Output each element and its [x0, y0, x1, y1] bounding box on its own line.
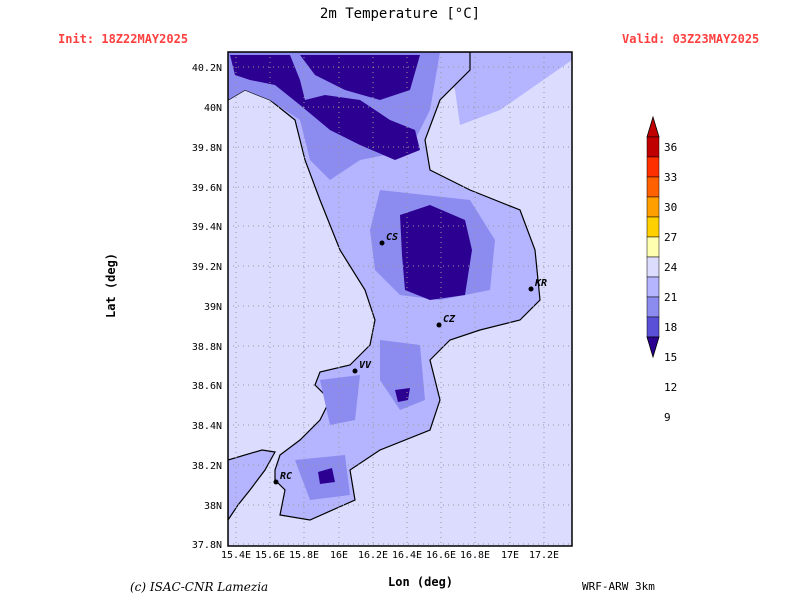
lon-tick: 17E: [501, 550, 519, 561]
city-label-vv: VV: [359, 360, 372, 371]
credit-text: (c) ISAC-CNR Lamezia: [130, 580, 269, 594]
lat-tick: 39.2N: [192, 262, 222, 273]
colorbar-label: 30: [664, 201, 677, 214]
city-label-rc: RC: [280, 471, 292, 482]
lon-tick: 17.2E: [529, 550, 559, 561]
lon-tick: 16.2E: [358, 550, 388, 561]
colorbar-top-arrow: [646, 115, 660, 138]
colorbar-swatch: [646, 136, 660, 158]
lat-tick: 38.2N: [192, 461, 222, 472]
colorbar-label: 27: [664, 231, 677, 244]
lat-tick: 38.8N: [192, 342, 222, 353]
colorbar-swatch: [646, 216, 660, 238]
colorbar-swatch: [646, 296, 660, 318]
lon-tick: 15.6E: [255, 550, 285, 561]
lon-tick: 16.4E: [392, 550, 422, 561]
city-markers: CS KR CZ VV RC: [273, 232, 547, 485]
lat-tick: 40N: [204, 103, 222, 114]
colorbar-swatch: [646, 256, 660, 278]
lon-tick: 16E: [330, 550, 348, 561]
valid-time-label: Valid: 03Z23MAY2025: [622, 32, 760, 46]
city-dot-cs: [379, 240, 385, 246]
lat-tick: 37.8N: [192, 540, 222, 551]
calabria-land: [228, 52, 541, 521]
colorbar-label: 21: [664, 291, 677, 304]
colorbar-bottom-arrow: [646, 336, 660, 359]
y-axis-label: Lat (deg): [104, 252, 118, 318]
colorbar-swatch: [646, 196, 660, 218]
lon-tick: 16.8E: [460, 550, 490, 561]
colorbar-swatch: [646, 176, 660, 198]
city-label-kr: KR: [534, 278, 547, 289]
lat-tick-labels: 40.2N 40N 39.8N 39.6N 39.4N 39.2N 39N 38…: [192, 63, 222, 551]
lat-tick: 39N: [204, 302, 222, 313]
city-label-cs: CS: [386, 232, 398, 243]
colorbar-swatch: [646, 236, 660, 258]
map-title: 2m Temperature [°C]: [319, 6, 481, 22]
lat-tick: 39.6N: [192, 183, 222, 194]
init-time-label: Init: 18Z22MAY2025: [58, 32, 189, 46]
city-dot-vv: [352, 368, 358, 374]
city-label-cz: CZ: [443, 314, 456, 325]
model-label: WRF-ARW 3km: [582, 580, 655, 593]
colorbar-label: 36: [664, 141, 677, 154]
map-panel: [228, 52, 572, 546]
lat-tick: 38.6N: [192, 381, 222, 392]
colorbar-swatch: [646, 276, 660, 298]
lon-tick: 15.8E: [289, 550, 319, 561]
lat-tick: 38N: [204, 501, 222, 512]
colorbar-label: 9: [664, 411, 671, 424]
city-dot-cz: [436, 322, 442, 328]
city-dot-rc: [273, 479, 279, 485]
lat-tick: 39.4N: [192, 222, 222, 233]
colorbar-swatch: [646, 156, 660, 178]
lon-tick-labels: 15.4E 15.6E 15.8E 16E 16.2E 16.4E 16.6E …: [221, 550, 559, 561]
sicily-land: [228, 449, 276, 522]
colorbar-label: 12: [664, 381, 677, 394]
colorbar-label: 18: [664, 321, 677, 334]
lat-tick: 40.2N: [192, 63, 222, 74]
band-9-areas: [230, 55, 472, 484]
lat-tick: 39.8N: [192, 143, 222, 154]
city-dot-kr: [528, 286, 534, 292]
lon-tick: 16.6E: [426, 550, 456, 561]
lat-tick: 38.4N: [192, 421, 222, 432]
colorbar-label: 33: [664, 171, 677, 184]
lon-tick: 15.4E: [221, 550, 251, 561]
colorbar-labels: 36 33 30 27 24 21 18 15 12 9: [664, 141, 678, 424]
x-axis-label: Lon (deg): [388, 575, 454, 589]
plot-frame: [227, 51, 573, 547]
colorbar-label: 15: [664, 351, 677, 364]
colorbar-swatch: [646, 316, 660, 338]
colorbar: 36 33 30 27 24 21 18 15 12 9: [646, 115, 678, 424]
colorbar-label: 24: [664, 261, 678, 274]
